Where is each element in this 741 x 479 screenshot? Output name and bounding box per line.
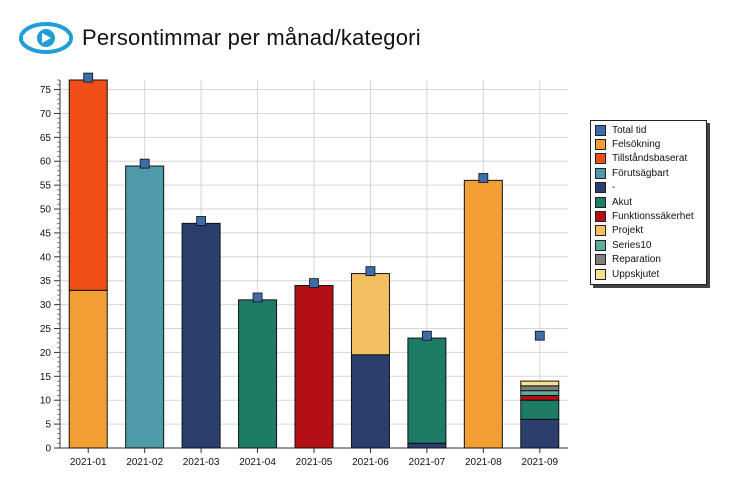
legend-item: Förutsägbart <box>591 166 706 180</box>
bar-segment <box>125 165 165 449</box>
legend-label: Akut <box>612 196 633 208</box>
legend-swatch <box>595 211 606 223</box>
legend-swatch <box>595 254 606 266</box>
y-tick-label: 55 <box>40 181 52 192</box>
x-tick-label: 2021-03 <box>183 457 220 468</box>
legend-label: Uppskjutet <box>612 268 660 280</box>
legend-label: Felsökning <box>612 139 661 151</box>
chart-legend: Total tid Felsökning Tillståndsbaserat Föru… <box>590 120 707 286</box>
legend-item: Reparation <box>591 253 706 267</box>
total-marker <box>421 330 432 341</box>
legend-swatch <box>595 196 606 208</box>
legend-label: Tillståndsbaserat <box>612 153 688 165</box>
legend-swatch <box>595 225 606 237</box>
total-marker <box>478 173 489 183</box>
bar-segment <box>520 390 560 396</box>
x-tick-label: 2021-01 <box>70 457 107 468</box>
legend-item: Uppskjutet <box>591 267 706 281</box>
y-tick-label: 10 <box>40 396 52 407</box>
x-tick-label: 2021-05 <box>296 457 333 468</box>
bar-segment <box>520 399 560 420</box>
legend-item: Projekt <box>591 224 706 238</box>
x-tick-label: 2021-07 <box>409 457 446 468</box>
legend-swatch <box>595 182 606 194</box>
x-tick-label: 2021-06 <box>352 457 389 468</box>
bar-segment <box>520 418 560 449</box>
bar-segment <box>294 285 334 449</box>
y-tick-label: 50 <box>40 205 52 216</box>
legend-item: Funktionssäkerhet <box>591 209 706 223</box>
bar-segment <box>181 222 221 449</box>
bar-segment <box>238 299 278 449</box>
total-marker <box>196 216 207 226</box>
legend-label: - <box>612 182 616 194</box>
y-tick-label: 25 <box>40 324 52 335</box>
y-tick-label: 40 <box>40 252 52 263</box>
x-tick-label: 2021-02 <box>126 457 163 468</box>
total-marker <box>83 72 94 83</box>
legend-item: - <box>591 181 706 195</box>
legend-swatch <box>595 124 606 136</box>
y-tick-label: 15 <box>40 372 52 383</box>
chart-title: Persontimmar per månad/kategori <box>82 25 421 50</box>
legend-label: Total tid <box>612 124 647 136</box>
legend-item: Total tid <box>591 123 706 137</box>
bar-segment <box>68 79 108 291</box>
y-tick-label: 5 <box>45 420 51 431</box>
bar-segment <box>520 394 560 401</box>
logo-icon <box>19 22 73 54</box>
y-tick-label: 45 <box>40 228 52 239</box>
legend-label: Reparation <box>612 254 661 266</box>
x-tick-label: 2021-08 <box>465 457 502 468</box>
y-tick-label: 75 <box>40 85 52 96</box>
x-tick-label: 2021-04 <box>239 457 276 468</box>
bar-segment <box>68 289 108 449</box>
bar-segment <box>520 385 560 392</box>
legend-label: Series10 <box>612 239 652 251</box>
y-tick-label: 20 <box>40 348 52 359</box>
legend-label: Förutsägbart <box>612 167 669 179</box>
x-tick-label: 2021-09 <box>521 457 558 468</box>
legend-item: Akut <box>591 195 706 209</box>
total-marker <box>309 278 319 289</box>
y-tick-label: 65 <box>40 133 52 144</box>
legend-swatch <box>595 239 606 251</box>
chart-header: Persontimmar per månad/kategori <box>18 18 421 58</box>
legend-item: Felsökning <box>591 137 706 151</box>
y-tick-label: 0 <box>45 444 51 455</box>
y-tick-label: 60 <box>40 157 52 168</box>
legend-swatch <box>595 167 606 179</box>
y-tick-label: 30 <box>40 300 52 311</box>
legend-swatch <box>595 268 606 280</box>
legend-label: Projekt <box>612 225 644 237</box>
total-marker <box>139 158 150 169</box>
bar-segment <box>350 273 390 356</box>
bar-segment <box>463 179 503 449</box>
legend-swatch <box>595 153 606 165</box>
total-marker <box>252 292 263 303</box>
legend-item: Series10 <box>591 238 706 252</box>
legend-label: Funktionssäkerhet <box>612 211 694 223</box>
bar-segment <box>520 380 560 387</box>
y-tick-label: 70 <box>40 109 52 120</box>
bar-segment <box>407 337 447 444</box>
legend-item: Tillståndsbaserat <box>591 152 706 166</box>
total-marker <box>365 266 376 277</box>
bar-segment <box>407 442 447 449</box>
bar-segment <box>350 354 390 449</box>
legend-swatch <box>595 139 606 151</box>
total-marker <box>534 330 545 341</box>
y-tick-label: 35 <box>40 276 52 287</box>
